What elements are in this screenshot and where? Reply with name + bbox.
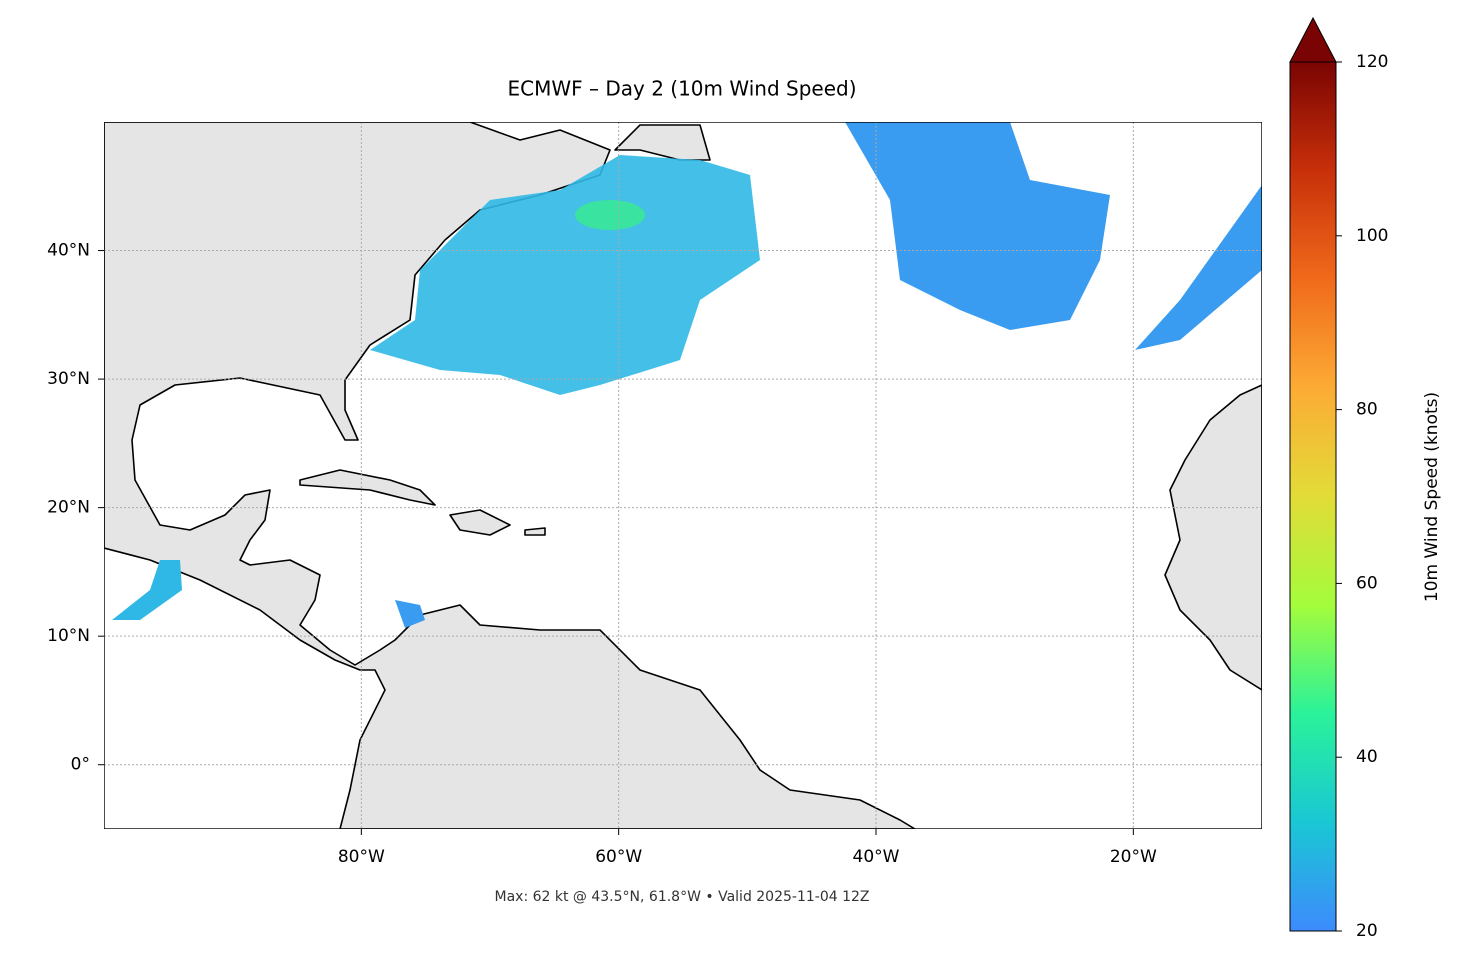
y-tick-label: 10°N: [47, 626, 90, 646]
colorbar-tick-label: 60: [1356, 573, 1378, 593]
x-tick-label: 40°W: [853, 847, 900, 867]
africa: [1164, 384, 1262, 691]
colorbar-extend: [1289, 16, 1337, 63]
footer-note: Max: 62 kt @ 43.5°N, 61.8°W • Valid 2025…: [495, 889, 870, 905]
map-layer: [104, 122, 1262, 829]
puerto-rico: [524, 527, 546, 536]
wind-field: [370, 155, 760, 395]
colorbar-tick-label: 20: [1356, 921, 1378, 941]
y-tick-label: 0°: [71, 755, 90, 775]
colorbar: [1289, 61, 1337, 932]
x-tick-label: 20°W: [1110, 847, 1157, 867]
colorbar-tick-label: 100: [1356, 226, 1388, 246]
cuba: [299, 469, 436, 506]
x-tick-label: 80°W: [338, 847, 385, 867]
wind-field: [112, 560, 182, 620]
colorbar-tick-label: 120: [1356, 52, 1388, 72]
colorbar-label: 10m Wind Speed (knots): [1422, 392, 1442, 602]
colorbar-tick-label: 40: [1356, 747, 1378, 767]
grid: [104, 122, 1262, 829]
y-tick-label: 30°N: [47, 369, 90, 389]
colorbar-tick-label: 80: [1356, 400, 1378, 420]
chart-title: ECMWF – Day 2 (10m Wind Speed): [508, 77, 857, 101]
hispaniola: [449, 509, 511, 536]
x-tick-label: 60°W: [595, 847, 642, 867]
wind-field: [1135, 185, 1262, 350]
wind-field: [395, 600, 425, 628]
americas: [104, 122, 916, 829]
newfoundland: [614, 124, 711, 161]
wind-field: [845, 122, 1110, 330]
wind-core: [575, 200, 645, 230]
y-tick-label: 20°N: [47, 498, 90, 518]
y-tick-label: 40°N: [47, 241, 90, 261]
